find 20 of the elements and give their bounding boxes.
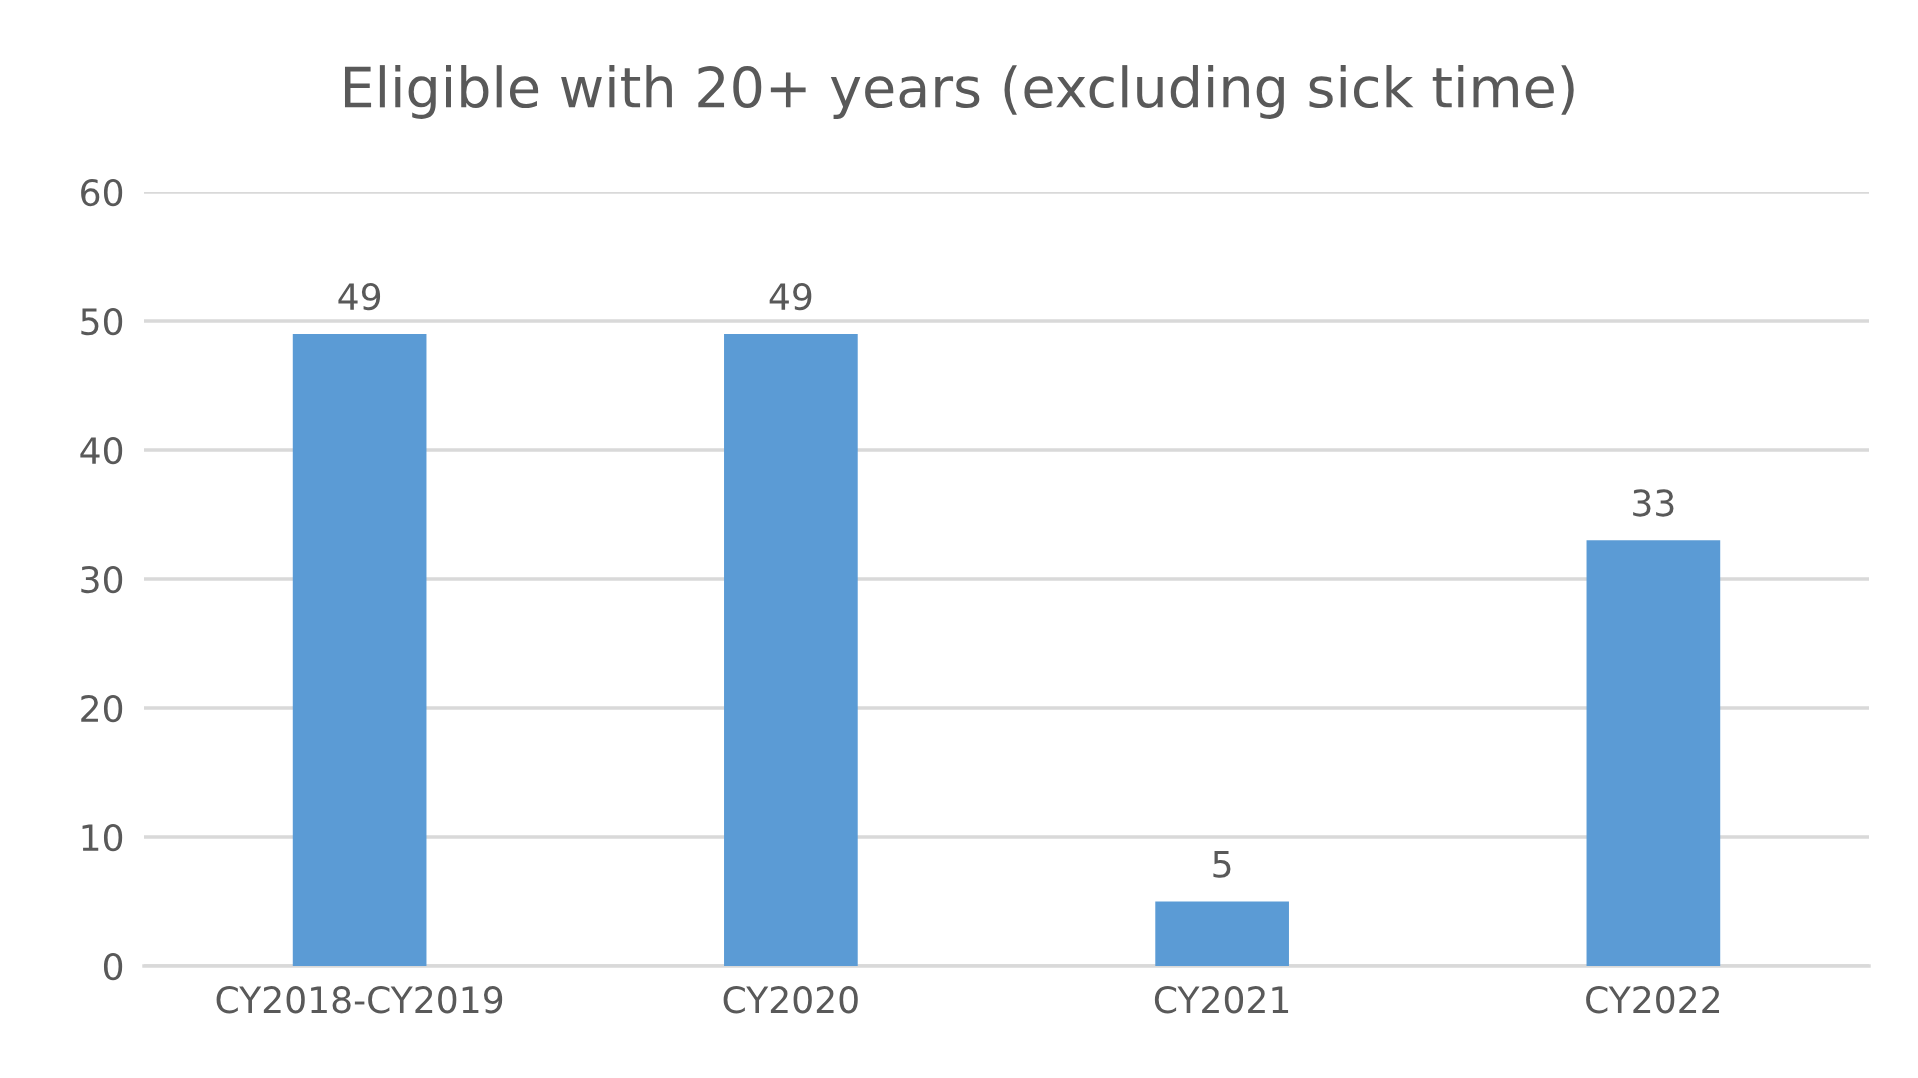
y-tick-label: 40 bbox=[80, 436, 123, 465]
data-label: 33 bbox=[1633, 489, 1674, 517]
x-tick-label: CY2018-CY2019 bbox=[216, 986, 503, 1014]
bar bbox=[724, 333, 858, 966]
y-tick-label: 30 bbox=[81, 565, 123, 594]
y-tick-label: 50 bbox=[81, 307, 123, 336]
bar bbox=[292, 333, 427, 966]
x-tick-label: CY2021 bbox=[1154, 986, 1289, 1014]
data-label: 49 bbox=[769, 282, 812, 311]
y-tick-label: 60 bbox=[81, 178, 123, 207]
bar bbox=[1586, 540, 1721, 966]
y-tick-label: 0 bbox=[103, 952, 123, 981]
data-label: 49 bbox=[338, 282, 381, 311]
data-label: 5 bbox=[1213, 851, 1231, 878]
x-tick-label: CY2020 bbox=[723, 986, 858, 1014]
x-tick-label: CY2022 bbox=[1586, 986, 1720, 1014]
chart-title: Eligible with 20+ years (excluding sick time) bbox=[344, 65, 1574, 119]
y-tick-label: 20 bbox=[81, 694, 123, 723]
y-tick-label: 10 bbox=[82, 823, 123, 852]
bar bbox=[1155, 901, 1289, 966]
